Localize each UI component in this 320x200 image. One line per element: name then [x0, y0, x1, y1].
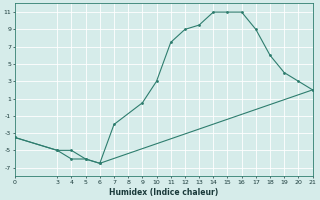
- X-axis label: Humidex (Indice chaleur): Humidex (Indice chaleur): [109, 188, 218, 197]
